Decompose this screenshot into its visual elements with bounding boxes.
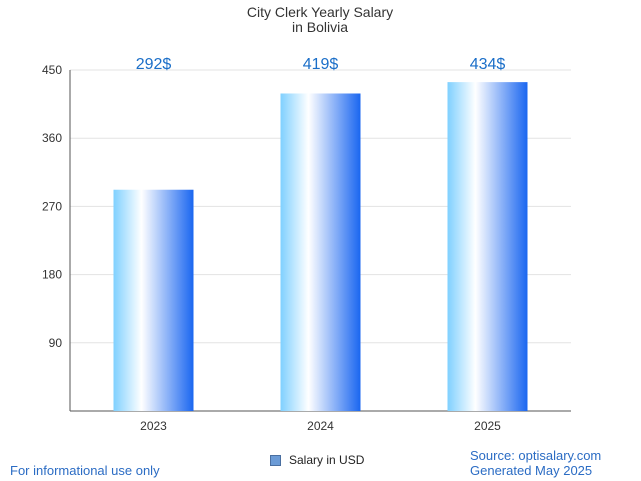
legend-label: Salary in USD [289, 453, 365, 467]
data-label-2025: 434$ [470, 56, 506, 73]
y-tick-label: 270 [42, 199, 62, 213]
y-tick-label: 360 [42, 131, 62, 145]
generated-text: Generated May 2025 [470, 463, 593, 478]
chart-title-line-2: in Bolivia [292, 19, 348, 35]
bars [113, 82, 528, 411]
y-tick-label: 90 [49, 336, 63, 350]
source-note: Source: optisalary.com Generated May 202… [470, 448, 601, 478]
x-tick-label-2025: 2025 [474, 419, 501, 433]
y-tick-label: 450 [42, 63, 62, 77]
legend-swatch [270, 454, 281, 466]
data-label-2023: 292$ [136, 56, 172, 73]
bar-2025 [447, 82, 528, 411]
legend: Salary in USD [270, 453, 364, 467]
data-labels: 292$ 419$ 434$ [136, 56, 506, 73]
chart-title-line-1: City Clerk Yearly Salary [247, 4, 393, 20]
x-tick-label-2024: 2024 [307, 419, 334, 433]
bar-2024 [280, 93, 361, 411]
bar-2023 [113, 189, 194, 411]
x-tick-label-2023: 2023 [140, 419, 167, 433]
disclaimer-note: For informational use only [10, 463, 160, 478]
y-tick-label: 180 [42, 268, 62, 282]
source-text: Source: optisalary.com [470, 448, 602, 463]
data-label-2024: 419$ [303, 56, 339, 73]
